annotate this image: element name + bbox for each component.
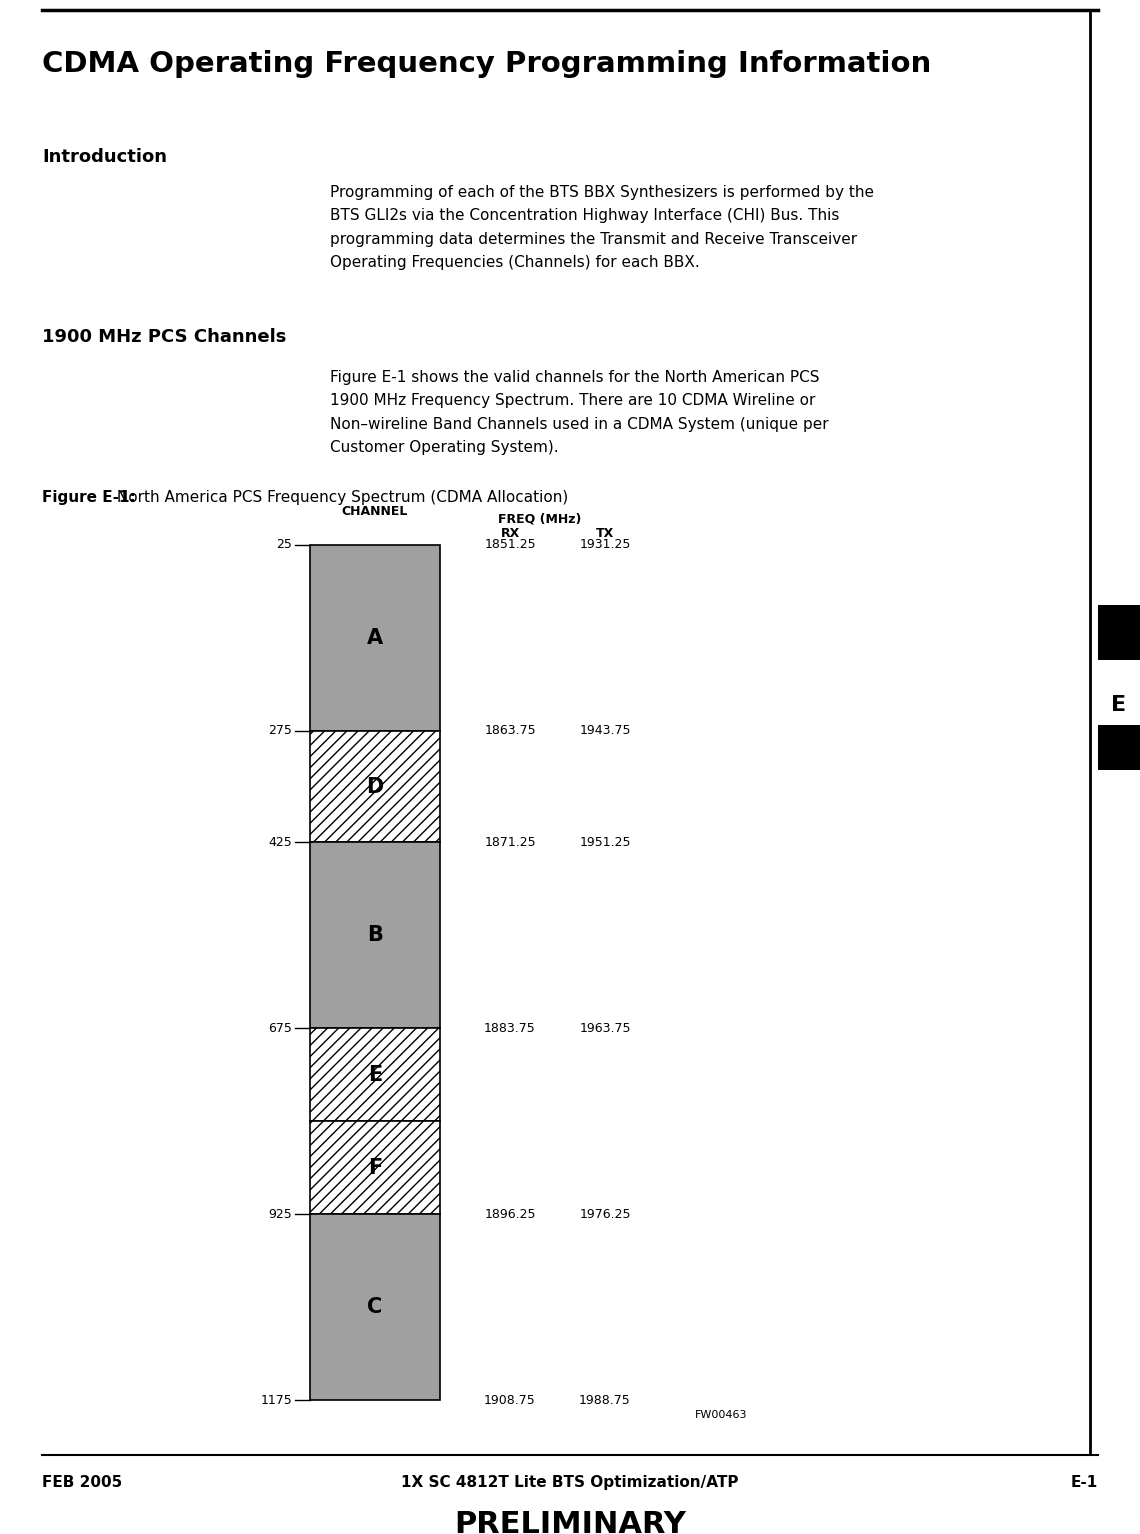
Text: 25: 25 <box>276 538 292 552</box>
Bar <box>310 1213 440 1401</box>
Text: TX: TX <box>596 528 614 540</box>
Text: D: D <box>366 776 384 796</box>
Text: 1X SC 4812T Lite BTS Optimization/ATP: 1X SC 4812T Lite BTS Optimization/ATP <box>401 1476 739 1490</box>
Text: 675: 675 <box>268 1022 292 1035</box>
Text: Programming of each of the BTS BBX Synthesizers is performed by the
BTS GLI2s vi: Programming of each of the BTS BBX Synth… <box>329 186 874 270</box>
Text: C: C <box>367 1298 383 1318</box>
Text: FW00463: FW00463 <box>695 1410 748 1420</box>
Text: 1900 MHz PCS Channels: 1900 MHz PCS Channels <box>42 328 286 347</box>
Bar <box>1098 604 1140 660</box>
Text: FEB 2005: FEB 2005 <box>42 1476 122 1490</box>
Text: CHANNEL: CHANNEL <box>342 505 408 518</box>
Text: E-1: E-1 <box>1070 1476 1098 1490</box>
Text: 1988.75: 1988.75 <box>579 1393 630 1407</box>
Text: 275: 275 <box>268 724 292 738</box>
Text: Introduction: Introduction <box>42 147 166 166</box>
Text: 1951.25: 1951.25 <box>579 836 630 848</box>
Text: 1863.75: 1863.75 <box>484 724 536 738</box>
Text: 1908.75: 1908.75 <box>484 1393 536 1407</box>
Text: 1943.75: 1943.75 <box>579 724 630 738</box>
Bar <box>310 842 440 1028</box>
Text: CDMA Operating Frequency Programming Information: CDMA Operating Frequency Programming Inf… <box>42 51 931 78</box>
Text: B: B <box>367 925 383 945</box>
Text: F: F <box>368 1158 382 1178</box>
Text: 1851.25: 1851.25 <box>484 538 536 552</box>
Text: 1896.25: 1896.25 <box>484 1207 536 1221</box>
Bar <box>310 545 440 730</box>
Text: 425: 425 <box>268 836 292 848</box>
Text: Figure E-1 shows the valid channels for the North American PCS
1900 MHz Frequenc: Figure E-1 shows the valid channels for … <box>329 370 829 456</box>
Text: 925: 925 <box>268 1207 292 1221</box>
Text: A: A <box>367 627 383 647</box>
Text: 1871.25: 1871.25 <box>484 836 536 848</box>
Text: 1175: 1175 <box>260 1393 292 1407</box>
Bar <box>310 730 440 842</box>
Text: 1931.25: 1931.25 <box>579 538 630 552</box>
Text: North America PCS Frequency Spectrum (CDMA Allocation): North America PCS Frequency Spectrum (CD… <box>112 489 568 505</box>
Text: PRELIMINARY: PRELIMINARY <box>454 1509 686 1534</box>
Bar <box>310 1121 440 1213</box>
Text: E: E <box>368 1065 382 1085</box>
Text: FREQ (MHz): FREQ (MHz) <box>498 512 581 526</box>
Text: E: E <box>1112 695 1126 715</box>
Text: 1963.75: 1963.75 <box>579 1022 630 1035</box>
Text: Figure E-1:: Figure E-1: <box>42 489 136 505</box>
Text: 1976.25: 1976.25 <box>579 1207 630 1221</box>
Text: 1883.75: 1883.75 <box>484 1022 536 1035</box>
Bar <box>1098 726 1140 770</box>
Text: RX: RX <box>500 528 520 540</box>
Bar <box>310 1028 440 1121</box>
